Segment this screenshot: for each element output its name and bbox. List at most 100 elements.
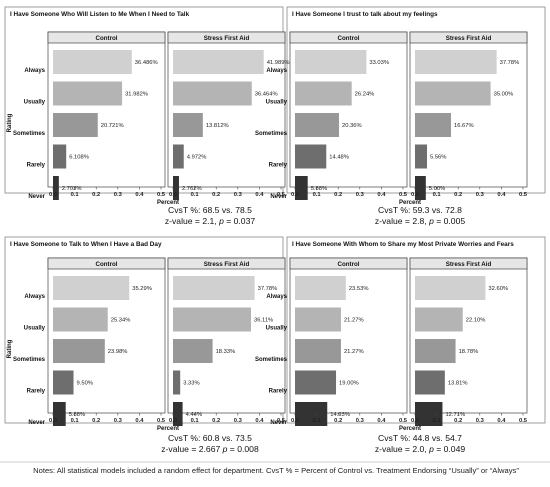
bar (295, 276, 346, 300)
facet-header (47, 31, 166, 44)
data-label: 35.29% (132, 286, 152, 292)
x-tick-label: 0.0 (291, 192, 299, 198)
x-tick-label: 0.1 (71, 418, 80, 424)
category-label: Usually (266, 326, 288, 332)
category-label: Always (24, 294, 45, 300)
data-label: 37.78% (258, 286, 278, 292)
category-label: Sometimes (255, 131, 288, 137)
chart-title: I Have Someone to Talk to When I Have a … (10, 241, 162, 248)
data-label: 26.24% (355, 92, 375, 98)
bar (173, 402, 183, 426)
facet-header (167, 257, 286, 270)
bar (295, 307, 341, 332)
x-tick-label: 0.2 (92, 418, 100, 424)
category-label: Always (24, 68, 45, 74)
category-label: Rarely (269, 163, 288, 169)
bar (173, 339, 213, 363)
x-tick-label: 0.4 (255, 418, 264, 424)
data-label: 21.27% (344, 349, 364, 355)
data-label: 32.60% (488, 286, 508, 292)
x-tick-label: 0.1 (433, 192, 442, 198)
data-label: 36.11% (254, 318, 273, 324)
category-label: Rarely (269, 389, 288, 395)
x-tick-label: 0.1 (313, 192, 322, 198)
facet-title: Control (96, 261, 118, 268)
data-label: 18.78% (459, 349, 479, 355)
x-tick-label: 0.0 (411, 418, 419, 424)
data-label: 33.03% (369, 60, 389, 66)
data-label: 35.00% (494, 92, 514, 98)
bar (53, 176, 59, 200)
data-label: 19.00% (339, 381, 359, 387)
category-label: Sometimes (255, 357, 288, 363)
x-tick-label: 0.5 (277, 192, 286, 198)
x-tick-label: 0.5 (519, 418, 528, 424)
data-label: 2.703% (62, 186, 82, 192)
data-label: 18.33% (216, 349, 236, 355)
stats-line: z-value = 2.667 p = 0.008 (161, 444, 259, 454)
bar (53, 113, 98, 137)
data-label: 16.67% (454, 123, 474, 129)
chart-title: I Have Someone I trust to talk about my … (292, 11, 438, 18)
bar (415, 176, 426, 200)
bar (53, 50, 132, 74)
stats-line: z-value = 2.1, p = 0.037 (165, 216, 256, 226)
data-label: 14.93% (330, 412, 350, 418)
data-label: 41.989% (267, 60, 290, 66)
data-label: 23.98% (108, 349, 128, 355)
x-tick-label: 0.0 (169, 192, 177, 198)
facet-title: Stress First Aid (204, 261, 250, 268)
x-tick-label: 0.4 (135, 418, 144, 424)
bar (53, 402, 66, 426)
data-label: 20.721% (101, 123, 124, 129)
x-axis-title: Percent (399, 200, 421, 206)
data-label: 36.486% (135, 60, 158, 66)
category-label: Rarely (27, 163, 46, 169)
footnote: Notes: All statistical models included a… (33, 466, 519, 475)
data-label: 21.27% (344, 318, 364, 324)
data-label: 36.464% (255, 92, 278, 98)
x-tick-label: 0.5 (519, 192, 528, 198)
x-tick-label: 0.4 (497, 418, 506, 424)
data-label: 12.71% (445, 412, 465, 418)
facet-title: Stress First Aid (446, 261, 492, 268)
facet-header (289, 31, 408, 44)
x-tick-label: 0.4 (135, 192, 144, 198)
data-label: 4.972% (187, 155, 207, 161)
bar (53, 307, 108, 332)
x-tick-label: 0.5 (277, 418, 286, 424)
bar (295, 402, 328, 426)
x-tick-label: 0.0 (169, 418, 177, 424)
stats-line: CvsT %: 60.8 vs. 73.5 (168, 433, 252, 443)
data-label: 6.108% (69, 155, 89, 161)
chart-panel: I Have Someone to Talk to When I Have a … (4, 236, 286, 454)
bar (415, 339, 456, 363)
x-tick-label: 0.1 (313, 418, 322, 424)
data-label: 2.762% (182, 186, 202, 192)
data-label: 5.00% (429, 186, 445, 192)
category-label: Sometimes (13, 357, 46, 363)
x-tick-label: 0.3 (356, 418, 365, 424)
bar (415, 81, 491, 106)
stats-line: CvsT %: 59.3 vs. 72.8 (378, 205, 462, 215)
data-label: 13.812% (206, 123, 229, 129)
data-label: 4.44% (186, 412, 202, 418)
x-tick-label: 0.1 (433, 418, 442, 424)
x-tick-label: 0.4 (377, 418, 386, 424)
bar (173, 370, 181, 395)
bar (415, 276, 486, 300)
y-axis-title: Rating (7, 113, 13, 132)
chart-panel: I Have Someone Who Will Listen to Me Whe… (4, 6, 290, 226)
category-label: Always (266, 294, 287, 300)
data-label: 5.88% (311, 186, 327, 192)
category-label: Rarely (27, 389, 46, 395)
x-axis-title: Percent (157, 200, 179, 206)
facet-title: Stress First Aid (204, 35, 250, 42)
data-label: 5.56% (430, 155, 446, 161)
x-tick-label: 0.4 (255, 192, 264, 198)
bar (415, 307, 463, 332)
x-tick-label: 0.3 (114, 418, 123, 424)
bar (295, 113, 339, 137)
stats-line: CvsT %: 44.8 vs. 54.7 (378, 433, 462, 443)
chart-title: I Have Someone With Whom to Share my Mos… (292, 241, 514, 248)
